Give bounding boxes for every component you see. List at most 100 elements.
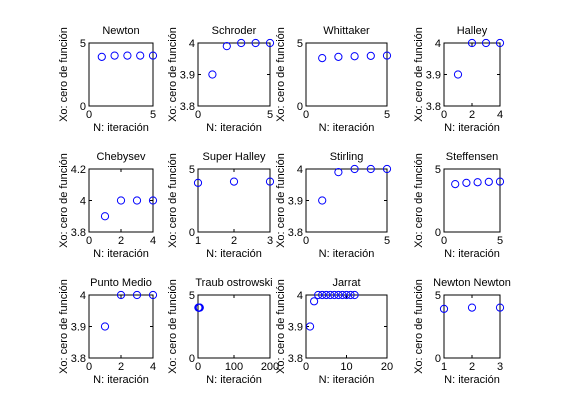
y-axis-label: Xo: cero de función bbox=[167, 27, 179, 122]
data-point bbox=[100, 212, 110, 221]
x-axis-label: N: iteración bbox=[319, 248, 375, 260]
y-tick-label: 0 bbox=[435, 227, 441, 239]
x-axis-label: N: iteración bbox=[444, 122, 500, 134]
data-point bbox=[148, 196, 158, 205]
data-point bbox=[97, 52, 106, 61]
x-tick-label: 0 bbox=[303, 361, 309, 373]
y-tick-label: 4 bbox=[435, 38, 441, 50]
y-tick-label: 3.9 bbox=[426, 70, 441, 82]
y-tick-label: 0 bbox=[189, 227, 195, 239]
subplot-4: Chebysev 0 2 4 3.8 4 4.2 N: iteración Xo: cero d… bbox=[58, 151, 158, 260]
x-tick-label: 2 bbox=[118, 361, 124, 373]
x-axis-label: N: iteración bbox=[319, 122, 375, 134]
x-tick-label: 4 bbox=[497, 109, 503, 121]
y-axis-label: Xo: cero de función bbox=[58, 279, 70, 374]
x-tick-label: 2 bbox=[469, 109, 475, 121]
y-tick-label: 3.8 bbox=[71, 227, 86, 239]
subplot-title: Schroder bbox=[212, 25, 257, 37]
x-axis-label: N: iteración bbox=[206, 122, 262, 134]
y-tick-label: 0 bbox=[80, 101, 86, 113]
y-tick-label: 3.9 bbox=[288, 322, 303, 334]
y-tick-label: 4 bbox=[297, 290, 303, 302]
y-tick-label: 0 bbox=[297, 101, 303, 113]
subplot-title: Newton Newton bbox=[433, 277, 511, 289]
data-point bbox=[382, 164, 392, 174]
data-point bbox=[314, 290, 323, 300]
y-axis-label: Xo: cero de función bbox=[167, 153, 179, 248]
x-axis-label: N: iteración bbox=[93, 374, 149, 386]
y-tick-label: 3.8 bbox=[180, 101, 195, 113]
data-point bbox=[148, 51, 158, 60]
data-point bbox=[495, 38, 505, 48]
data-point bbox=[132, 196, 142, 205]
y-tick-label: 3.9 bbox=[71, 322, 86, 334]
subplot-9: Traub ostrowski 0 100 200 0 5 N: iteración Xo: … bbox=[167, 277, 279, 386]
axes-box bbox=[88, 294, 154, 359]
axes-box bbox=[88, 168, 154, 233]
data-point bbox=[481, 38, 491, 48]
x-tick-label: 4 bbox=[150, 235, 156, 247]
x-tick-label: 0 bbox=[441, 235, 447, 247]
data-point bbox=[350, 290, 359, 300]
data-point bbox=[467, 303, 477, 312]
x-axis-label: N: iteración bbox=[319, 374, 375, 386]
data-point bbox=[318, 290, 327, 300]
data-point bbox=[366, 51, 375, 60]
subplot-title: Halley bbox=[457, 25, 488, 37]
subplot-6: Stirling 0 5 3.8 3.9 4 N: iteración Xo: cero de… bbox=[275, 151, 392, 260]
data-point bbox=[136, 51, 145, 60]
x-tick-label: 1 bbox=[195, 235, 201, 247]
data-point bbox=[322, 290, 331, 300]
y-tick-label: 5 bbox=[80, 38, 86, 50]
subplot-10: Jarrat 0 10 20 3.8 3.9 4 N: iteración Xo: cero d… bbox=[275, 277, 393, 386]
data-point bbox=[251, 38, 260, 48]
y-tick-label: 4 bbox=[297, 164, 303, 176]
subplot-title: Jarrat bbox=[332, 277, 360, 289]
y-tick-label: 3.9 bbox=[180, 70, 195, 82]
subplot-title: Stirling bbox=[330, 151, 364, 163]
subplot-5: Super Halley 1 2 3 0 5 N: iteración Xo: cero de… bbox=[167, 151, 275, 260]
subplot-title: Whittaker bbox=[323, 25, 370, 37]
x-axis-label: N: iteración bbox=[444, 374, 500, 386]
y-tick-label: 5 bbox=[189, 164, 195, 176]
x-tick-label: 4 bbox=[150, 361, 156, 373]
y-tick-label: 0 bbox=[435, 353, 441, 365]
subplot-title: Traub ostrowski bbox=[195, 277, 272, 289]
data-point bbox=[305, 322, 315, 331]
data-point bbox=[451, 180, 460, 189]
x-tick-label: 2 bbox=[118, 235, 124, 247]
data-point bbox=[484, 177, 493, 186]
data-point bbox=[318, 196, 327, 205]
x-tick-label: 0 bbox=[303, 235, 309, 247]
y-axis-label: Xo: cero de función bbox=[167, 279, 179, 374]
y-axis-label: Xo: cero de función bbox=[275, 279, 287, 374]
y-tick-label: 0 bbox=[189, 353, 195, 365]
subplot-title: Punto Medio bbox=[90, 277, 152, 289]
y-tick-label: 3.8 bbox=[288, 227, 303, 239]
x-tick-label: 3 bbox=[267, 235, 273, 247]
data-point bbox=[318, 54, 327, 63]
y-tick-label: 3.9 bbox=[288, 196, 303, 208]
data-point bbox=[326, 290, 335, 300]
data-point bbox=[350, 52, 359, 61]
y-axis-label: Xo: cero de función bbox=[58, 153, 70, 248]
data-point bbox=[208, 70, 217, 79]
data-point bbox=[495, 177, 505, 186]
y-tick-label: 3.8 bbox=[426, 101, 441, 113]
x-tick-label: 3 bbox=[497, 361, 503, 373]
subplot-title: Steffensen bbox=[446, 151, 498, 163]
subplot-title: Super Halley bbox=[203, 151, 266, 163]
axes-box bbox=[443, 294, 501, 359]
data-point bbox=[338, 290, 347, 300]
data-point bbox=[334, 290, 343, 300]
x-tick-label: 0 bbox=[441, 109, 447, 121]
data-point bbox=[310, 297, 319, 306]
data-point bbox=[116, 290, 126, 300]
x-tick-label: 2 bbox=[231, 235, 237, 247]
x-tick-label: 5 bbox=[384, 109, 390, 121]
data-point bbox=[193, 178, 203, 187]
data-point bbox=[350, 164, 359, 174]
